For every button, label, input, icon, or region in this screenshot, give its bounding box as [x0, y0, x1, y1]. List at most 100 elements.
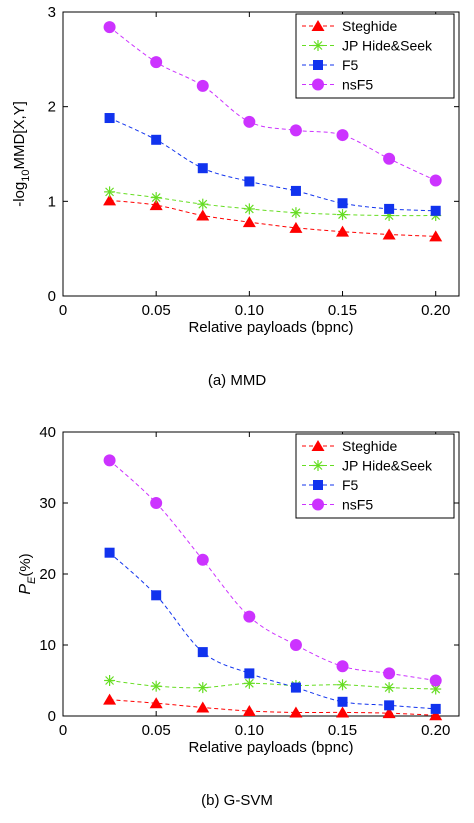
chart-a-point: [384, 203, 395, 214]
chart-a-xtick-label: 0.15: [328, 302, 357, 319]
chart-a-point: [336, 129, 349, 142]
chart-b-point: [242, 705, 256, 717]
chart-a-xtick-label: 0.20: [421, 302, 450, 319]
chart-b-xtick-label: 0.05: [142, 722, 171, 739]
chart-b-ytick-label: 40: [39, 424, 56, 441]
chart-b-point: [149, 697, 163, 709]
chart-a-series-nsf5: [103, 21, 442, 187]
chart-b-point: [150, 497, 163, 509]
chart-b: 0 0.05 0.10 0.15 0.20 0 10 20 30 40 Relative paylo…: [17, 424, 460, 809]
chart-b-point: [243, 610, 256, 623]
chart-b-point: [151, 590, 162, 601]
chart-b-ylabel: PE(%): [17, 553, 38, 594]
chart-a-point: [150, 56, 163, 69]
chart-b-xtick-label: 0.10: [235, 722, 264, 739]
chart-a-ytick-label: 0: [48, 288, 56, 305]
chart-b-xtick-label: 0.15: [328, 722, 357, 739]
chart-a-legend-marker: [312, 78, 324, 91]
chart-b-point: [104, 675, 116, 686]
chart-b-series-nsf5: [103, 454, 442, 687]
chart-a-point: [289, 124, 302, 137]
chart-b-legend-marker: [311, 440, 325, 451]
chart-a-legend-label: Steghide: [342, 18, 397, 34]
chart-b-point: [196, 553, 209, 566]
chart-b-xtick-label: 0.20: [421, 722, 450, 739]
chart-a-point: [243, 203, 255, 215]
chart-b-point: [430, 703, 441, 714]
chart-b-point: [290, 682, 301, 693]
chart-a-xtick-label: 0.10: [235, 302, 264, 319]
chart-b-point: [336, 706, 350, 718]
chart-a-frame: [62, 11, 460, 297]
chart-b-series-steghide: [103, 693, 443, 721]
chart-a-xtick-label: 0.05: [142, 302, 171, 319]
chart-a-point: [382, 228, 396, 240]
chart-a-point: [151, 134, 162, 145]
chart-b-legend-marker: [312, 460, 324, 471]
chart-b-legend-label: Steghide: [342, 438, 397, 454]
chart-b-point: [196, 701, 210, 713]
chart-b-ytick-label: 30: [39, 495, 56, 512]
chart-b-ytick-label: 0: [48, 708, 56, 725]
chart-b-point: [244, 668, 255, 679]
chart-b-ytick-label: 20: [39, 566, 56, 583]
chart-b-point: [336, 660, 349, 673]
chart-b-legend-label: F5: [342, 477, 359, 493]
chart-b-point: [382, 707, 396, 719]
chart-b-point: [197, 647, 208, 658]
chart-b-series-f5: [104, 547, 441, 714]
chart-a-point: [196, 79, 209, 92]
chart-b-point: [384, 700, 395, 711]
chart-a-legend-label: F5: [342, 57, 359, 73]
chart-a-point: [336, 225, 350, 237]
chart-a-ytick-label: 2: [48, 99, 56, 116]
chart-a-point: [337, 198, 348, 209]
chart-a: 0 0.05 0.10 0.15 0.20 0 1 2 3 Relative payloads (…: [11, 4, 460, 389]
chart-a-legend-marker: [311, 20, 325, 31]
chart-b-caption: (b) G-SVM: [201, 792, 273, 809]
chart-b-series-line: [109, 699, 436, 716]
chart-a-ytick-label: 3: [48, 4, 56, 21]
chart-b-point: [337, 696, 348, 707]
chart-a-point: [197, 198, 209, 210]
chart-a-point: [430, 205, 441, 216]
chart-a-point: [197, 163, 208, 174]
chart-a-point: [103, 21, 116, 34]
chart-a-legend-marker: [313, 60, 323, 70]
chart-a-point: [242, 216, 256, 228]
chart-a-series-steghide: [103, 194, 443, 242]
chart-b-ytick-label: 10: [39, 637, 56, 654]
chart-b-point: [103, 454, 116, 467]
chart-a-point: [290, 207, 302, 219]
chart-a-point: [104, 186, 116, 198]
chart-a-legend-marker: [312, 40, 324, 51]
chart-b-point: [197, 682, 209, 694]
chart-a-point: [243, 115, 256, 128]
chart-a-point: [429, 230, 443, 242]
chart-a-ytick-label: 1: [48, 193, 56, 210]
chart-b-legend-marker: [312, 498, 324, 511]
chart-a-series-line: [109, 117, 436, 212]
chart-b-legend-label: JP Hide&Seek: [342, 458, 433, 474]
chart-b-point: [289, 706, 303, 718]
chart-a-point: [383, 152, 396, 165]
chart-b-point: [103, 693, 117, 705]
chart-b-point: [104, 547, 115, 558]
chart-b-point: [429, 709, 443, 721]
chart-b-legend-marker: [313, 480, 323, 490]
chart-a-point: [150, 192, 162, 204]
chart-a-point: [289, 221, 303, 233]
chart-a-point: [337, 209, 349, 221]
chart-a-series-f5: [104, 113, 441, 216]
chart-a-point: [104, 113, 115, 124]
chart-a-ylabel: -log10MMD[X,Y]: [11, 101, 32, 207]
chart-a-legend-label: JP Hide&Seek: [342, 38, 433, 54]
chart-b-xtick-label: 0: [59, 722, 67, 739]
chart-a-caption: (a) MMD: [208, 372, 266, 389]
chart-a-point: [149, 199, 163, 211]
chart-b-point: [289, 639, 302, 651]
chart-b-legend: Steghide JP Hide&Seek F5 nsF5: [295, 433, 455, 519]
chart-a-point: [290, 185, 301, 196]
chart-a-point: [429, 174, 442, 187]
